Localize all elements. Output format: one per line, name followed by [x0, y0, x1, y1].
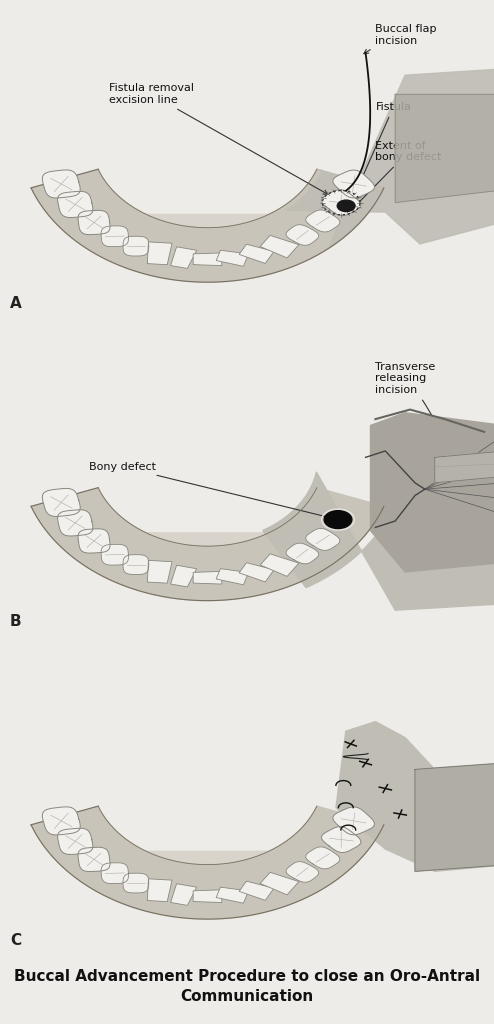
Polygon shape	[286, 224, 319, 246]
Polygon shape	[147, 560, 172, 583]
Text: A: A	[10, 296, 22, 311]
Polygon shape	[370, 413, 494, 572]
Polygon shape	[260, 872, 299, 895]
Text: Transverse
releasing
incision: Transverse releasing incision	[375, 361, 444, 440]
Polygon shape	[395, 94, 494, 203]
Text: Buccal flap
incision: Buccal flap incision	[364, 25, 437, 53]
Polygon shape	[101, 545, 128, 565]
Polygon shape	[336, 722, 494, 871]
Polygon shape	[322, 189, 361, 216]
Text: Fistula removal
excision line: Fistula removal excision line	[109, 84, 328, 195]
Polygon shape	[193, 571, 222, 584]
Polygon shape	[31, 487, 384, 601]
Polygon shape	[193, 253, 222, 265]
Polygon shape	[78, 528, 110, 553]
Polygon shape	[239, 563, 274, 582]
Polygon shape	[286, 861, 319, 883]
Polygon shape	[333, 170, 374, 198]
Polygon shape	[123, 555, 149, 574]
Polygon shape	[58, 191, 93, 217]
Polygon shape	[78, 210, 110, 234]
Polygon shape	[435, 451, 494, 482]
Polygon shape	[216, 887, 248, 903]
Text: Fistula: Fistula	[353, 102, 412, 199]
Polygon shape	[31, 169, 384, 283]
Polygon shape	[147, 879, 172, 901]
Polygon shape	[286, 543, 319, 564]
Polygon shape	[286, 69, 494, 249]
Polygon shape	[31, 806, 384, 920]
Polygon shape	[98, 169, 317, 227]
Polygon shape	[98, 806, 317, 864]
Polygon shape	[260, 236, 299, 258]
Polygon shape	[260, 554, 299, 577]
Polygon shape	[216, 250, 248, 266]
Polygon shape	[58, 828, 93, 854]
Text: C: C	[10, 933, 21, 948]
Polygon shape	[123, 873, 149, 893]
Polygon shape	[170, 247, 197, 268]
Polygon shape	[98, 487, 317, 546]
Text: Buccal Advancement Procedure to close an Oro-Antral
Communication: Buccal Advancement Procedure to close an…	[14, 970, 480, 1005]
Polygon shape	[322, 826, 361, 853]
Circle shape	[324, 511, 352, 528]
Polygon shape	[415, 763, 494, 871]
Polygon shape	[101, 226, 128, 247]
Polygon shape	[306, 210, 340, 232]
Polygon shape	[123, 237, 149, 256]
Text: B: B	[10, 614, 22, 630]
Polygon shape	[170, 565, 197, 587]
Polygon shape	[239, 245, 274, 263]
Polygon shape	[306, 528, 340, 551]
Polygon shape	[147, 242, 172, 265]
Text: Extent of
bony defect: Extent of bony defect	[349, 141, 442, 213]
Polygon shape	[42, 807, 80, 835]
Polygon shape	[58, 510, 93, 536]
Circle shape	[337, 200, 355, 212]
Polygon shape	[263, 472, 494, 610]
Polygon shape	[239, 881, 274, 900]
Polygon shape	[306, 847, 340, 869]
Polygon shape	[42, 170, 80, 198]
Polygon shape	[170, 884, 197, 905]
Polygon shape	[193, 890, 222, 902]
Polygon shape	[78, 847, 110, 871]
Text: Bony defect: Bony defect	[89, 462, 334, 520]
Polygon shape	[101, 863, 128, 884]
Polygon shape	[42, 488, 80, 516]
Polygon shape	[333, 807, 374, 835]
Polygon shape	[216, 568, 248, 585]
